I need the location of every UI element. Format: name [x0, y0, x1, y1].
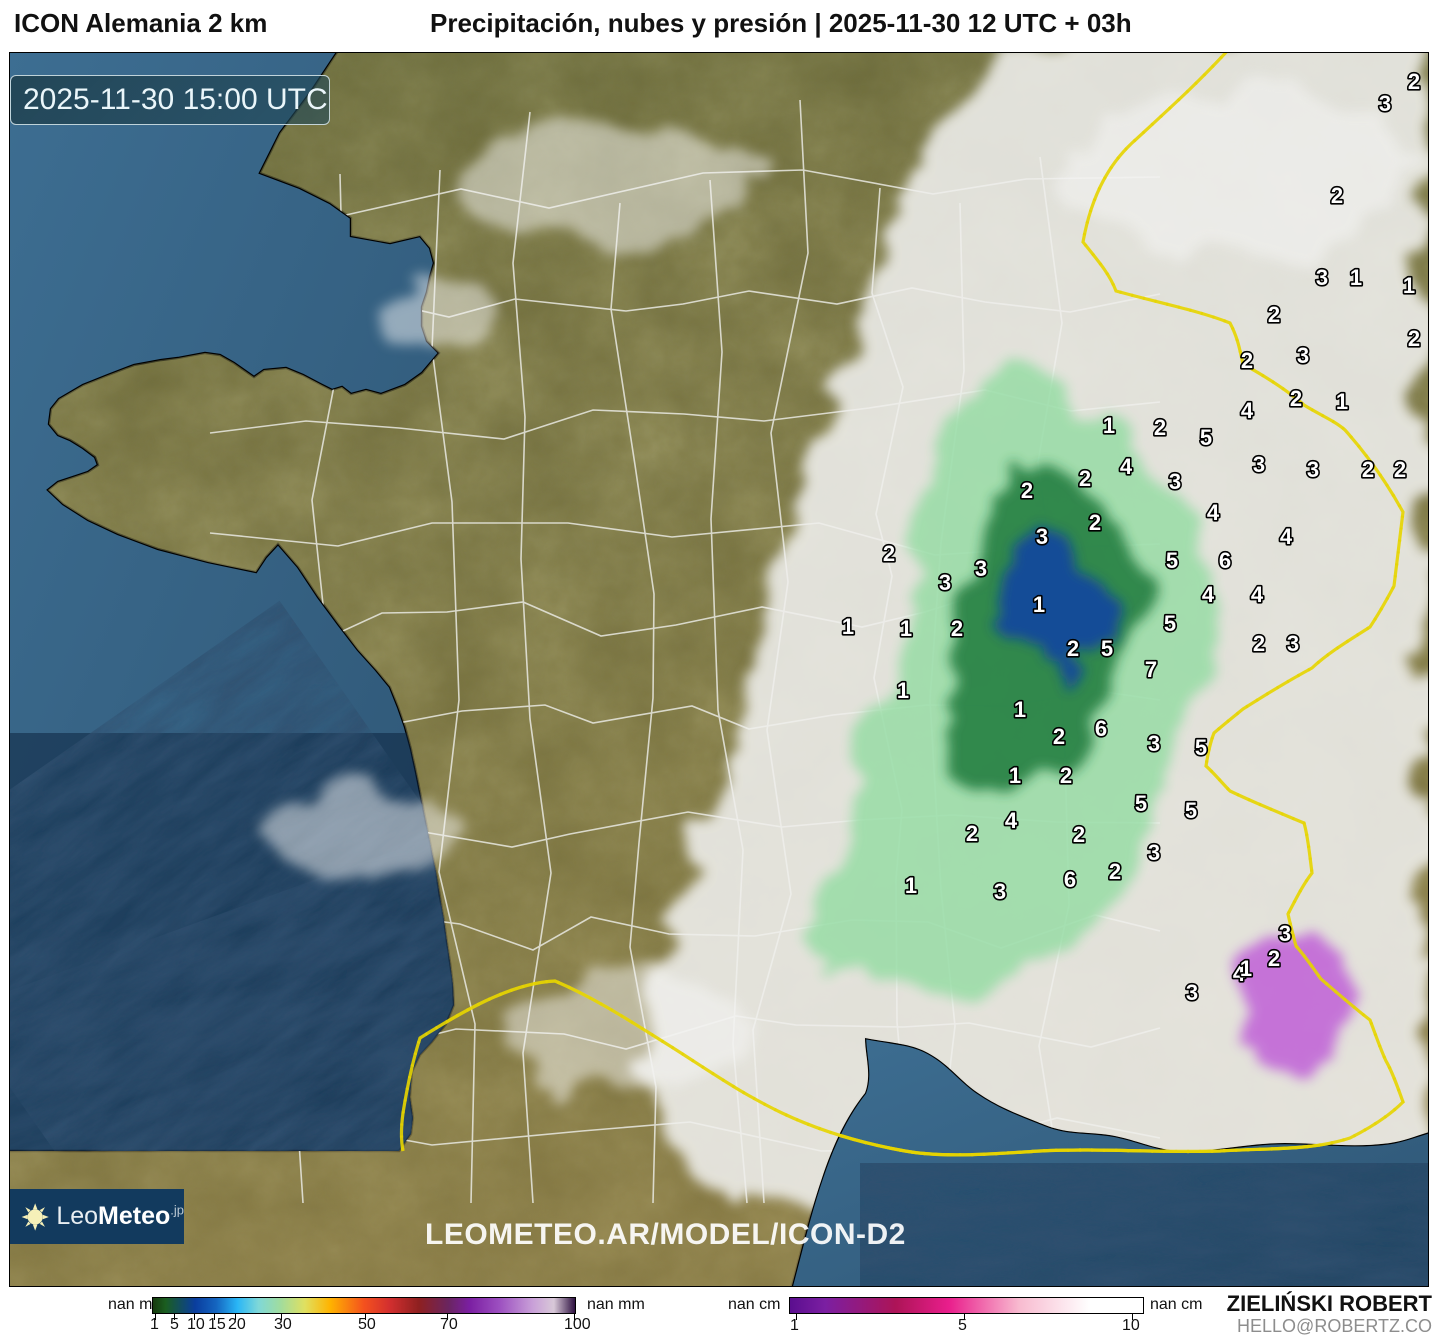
svg-text:1: 1: [1033, 592, 1045, 617]
svg-text:5: 5: [1135, 791, 1147, 816]
svg-text:1: 1: [1103, 413, 1115, 438]
svg-text:3: 3: [1379, 91, 1391, 116]
svg-text:3: 3: [1307, 457, 1319, 482]
svg-text:2: 2: [1073, 822, 1085, 847]
svg-text:2: 2: [1362, 457, 1374, 482]
svg-text:3: 3: [1148, 840, 1160, 865]
svg-text:3: 3: [1186, 980, 1198, 1005]
svg-text:1: 1: [1014, 697, 1026, 722]
svg-text:5: 5: [1200, 425, 1212, 450]
svg-text:1: 1: [900, 616, 912, 641]
svg-text:3: 3: [1297, 343, 1309, 368]
svg-text:2: 2: [1067, 636, 1079, 661]
svg-text:2: 2: [1021, 478, 1033, 503]
svg-text:1: 1: [905, 873, 917, 898]
svg-text:2: 2: [1241, 348, 1253, 373]
svg-text:6: 6: [1064, 867, 1076, 892]
svg-text:1: 1: [897, 678, 909, 703]
svg-text:4: 4: [1120, 454, 1133, 479]
svg-text:2: 2: [1268, 302, 1280, 327]
svg-text:4: 4: [1202, 582, 1215, 607]
svg-text:2: 2: [1079, 466, 1091, 491]
svg-text:3: 3: [939, 570, 951, 595]
svg-text:2: 2: [966, 821, 978, 846]
svg-text:3: 3: [1316, 265, 1328, 290]
svg-text:2: 2: [1331, 183, 1343, 208]
svg-text:4: 4: [1251, 582, 1264, 607]
svg-text:2: 2: [1089, 510, 1101, 535]
svg-text:2: 2: [1268, 946, 1280, 971]
svg-text:4: 4: [1241, 398, 1254, 423]
svg-text:5: 5: [1166, 548, 1178, 573]
svg-text:3: 3: [1169, 469, 1181, 494]
svg-text:1: 1: [1240, 956, 1252, 981]
svg-text:2: 2: [1394, 457, 1406, 482]
svg-text:3: 3: [1148, 731, 1160, 756]
svg-text:2: 2: [1408, 69, 1420, 94]
svg-text:5: 5: [1101, 636, 1113, 661]
svg-text:2: 2: [1154, 415, 1166, 440]
svg-text:1: 1: [842, 614, 854, 639]
svg-text:3: 3: [1253, 452, 1265, 477]
svg-text:5: 5: [1164, 611, 1176, 636]
svg-text:2: 2: [1053, 724, 1065, 749]
svg-text:7: 7: [1145, 657, 1157, 682]
svg-text:4: 4: [1280, 524, 1293, 549]
svg-text:1: 1: [1403, 273, 1415, 298]
svg-text:3: 3: [994, 879, 1006, 904]
svg-text:2: 2: [883, 541, 895, 566]
svg-text:6: 6: [1219, 548, 1231, 573]
svg-text:3: 3: [1036, 524, 1048, 549]
svg-text:1: 1: [1336, 389, 1348, 414]
svg-text:2: 2: [1253, 631, 1265, 656]
svg-text:4: 4: [1005, 808, 1018, 833]
svg-text:6: 6: [1095, 716, 1107, 741]
svg-text:2: 2: [951, 616, 963, 641]
svg-text:2: 2: [1060, 763, 1072, 788]
svg-text:4: 4: [1207, 500, 1220, 525]
svg-text:2: 2: [1408, 326, 1420, 351]
svg-text:2: 2: [1109, 859, 1121, 884]
svg-text:3: 3: [1287, 631, 1299, 656]
svg-text:5: 5: [1185, 798, 1197, 823]
svg-text:2: 2: [1290, 386, 1302, 411]
svg-text:1: 1: [1009, 763, 1021, 788]
svg-text:1: 1: [1350, 265, 1362, 290]
svg-text:3: 3: [975, 556, 987, 581]
svg-text:5: 5: [1195, 735, 1207, 760]
svg-text:3: 3: [1279, 921, 1291, 946]
